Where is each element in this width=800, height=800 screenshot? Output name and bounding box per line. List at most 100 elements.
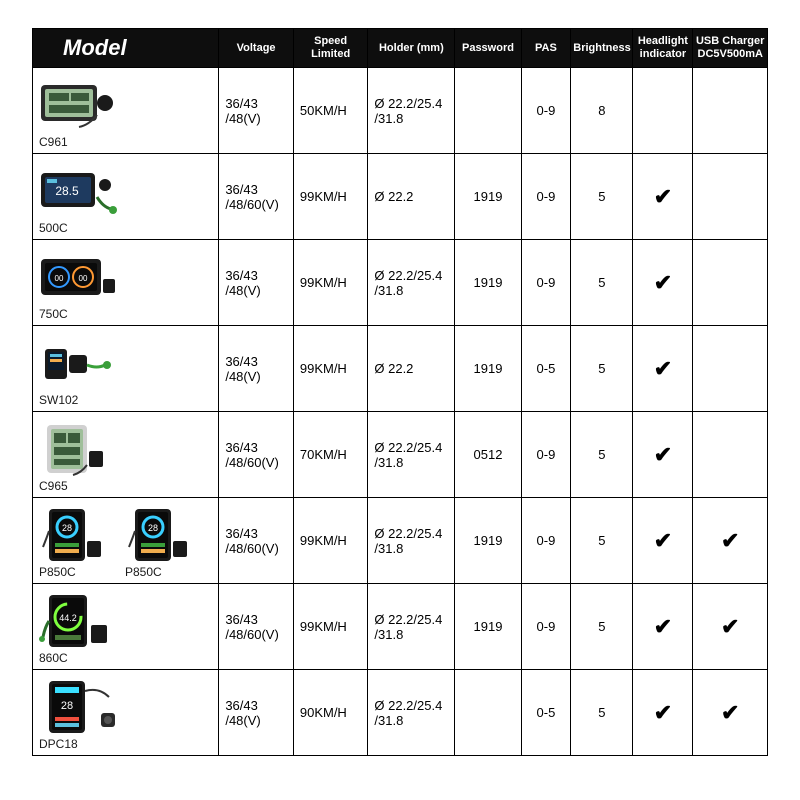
col-holder: Holder (mm)	[368, 29, 455, 68]
cell-voltage: 36/43/48/60(V)	[219, 498, 294, 584]
model-label: P850C	[125, 565, 162, 579]
cell-holder: Ø 22.2/25.4/31.8	[368, 584, 455, 670]
cell-voltage: 36/43/48/60(V)	[219, 584, 294, 670]
cell-usb: ✔	[693, 584, 768, 670]
cell-usb: ✔	[693, 670, 768, 756]
cell-voltage: 36/43/48(V)	[219, 240, 294, 326]
model-label: 500C	[39, 221, 68, 235]
check-icon: ✔	[654, 614, 672, 639]
cell-headlight: ✔	[633, 498, 693, 584]
cell-pas: 0-5	[521, 326, 571, 412]
cell-headlight: ✔	[633, 670, 693, 756]
cell-model: 28 DPC18	[33, 670, 219, 756]
cell-headlight: ✔	[633, 584, 693, 670]
model-label: DPC18	[39, 737, 78, 751]
table-row: 00 00 750C 36/43/48(V) 99KM/H Ø 22.2/25.…	[33, 240, 768, 326]
col-headlight: Headlight indicator	[633, 29, 693, 68]
header-row: Model Voltage Speed Limited Holder (mm) …	[33, 29, 768, 68]
model-thumb: 00 00 750C	[39, 249, 117, 321]
cell-brightness: 5	[571, 240, 633, 326]
cell-pas: 0-9	[521, 412, 571, 498]
col-voltage: Voltage	[219, 29, 294, 68]
cell-headlight	[633, 68, 693, 154]
cell-brightness: 5	[571, 584, 633, 670]
cell-brightness: 5	[571, 412, 633, 498]
cell-pas: 0-9	[521, 584, 571, 670]
cell-headlight: ✔	[633, 154, 693, 240]
model-thumb: C961	[39, 77, 117, 149]
check-icon: ✔	[654, 700, 672, 725]
col-model: Model	[33, 29, 219, 68]
svg-text:28: 28	[62, 523, 72, 533]
table-row: 28.5 500C 36/43/48/60(V) 99KM/H Ø 22.2 1…	[33, 154, 768, 240]
cell-speed: 99KM/H	[293, 154, 368, 240]
cell-password: 1919	[455, 498, 521, 584]
cell-model: 28 P850C 28 P850C	[33, 498, 219, 584]
cell-speed: 70KM/H	[293, 412, 368, 498]
cell-speed: 50KM/H	[293, 68, 368, 154]
model-label: 860C	[39, 651, 68, 665]
cell-speed: 99KM/H	[293, 498, 368, 584]
table-row: 28 DPC18 36/43/48(V) 90KM/H Ø 22.2/25.4/…	[33, 670, 768, 756]
check-icon: ✔	[654, 442, 672, 467]
cell-password	[455, 68, 521, 154]
model-label: P850C	[39, 565, 76, 579]
svg-text:28: 28	[148, 523, 158, 533]
model-thumb: 44.2 860C	[39, 593, 117, 665]
check-icon: ✔	[654, 528, 672, 553]
cell-pas: 0-9	[521, 498, 571, 584]
cell-password: 1919	[455, 326, 521, 412]
model-label: 750C	[39, 307, 68, 321]
cell-pas: 0-9	[521, 68, 571, 154]
svg-text:00: 00	[79, 274, 88, 283]
model-thumb: 28.5 500C	[39, 163, 117, 235]
cell-usb	[693, 412, 768, 498]
cell-model: SW102	[33, 326, 219, 412]
cell-usb	[693, 68, 768, 154]
cell-voltage: 36/43/48(V)	[219, 326, 294, 412]
check-icon: ✔	[721, 528, 739, 553]
cell-password: 1919	[455, 584, 521, 670]
model-label: C961	[39, 135, 68, 149]
table-row: C965 36/43/48/60(V) 70KM/H Ø 22.2/25.4/3…	[33, 412, 768, 498]
cell-password: 1919	[455, 154, 521, 240]
cell-usb	[693, 154, 768, 240]
model-label: SW102	[39, 393, 78, 407]
col-pas: PAS	[521, 29, 571, 68]
cell-holder: Ø 22.2/25.4/31.8	[368, 412, 455, 498]
cell-model: C961	[33, 68, 219, 154]
cell-pas: 0-5	[521, 670, 571, 756]
model-thumb: 28 DPC18	[39, 679, 117, 751]
cell-holder: Ø 22.2	[368, 326, 455, 412]
model-thumb: SW102	[39, 335, 117, 407]
cell-brightness: 5	[571, 498, 633, 584]
check-icon: ✔	[721, 614, 739, 639]
cell-headlight: ✔	[633, 412, 693, 498]
cell-model: 00 00 750C	[33, 240, 219, 326]
svg-text:44.2: 44.2	[59, 613, 77, 623]
cell-holder: Ø 22.2/25.4/31.8	[368, 240, 455, 326]
table-row: 44.2 860C 36/43/48/60(V) 99KM/H Ø 22.2/2…	[33, 584, 768, 670]
cell-voltage: 36/43/48(V)	[219, 68, 294, 154]
cell-brightness: 5	[571, 326, 633, 412]
cell-brightness: 5	[571, 670, 633, 756]
col-speed: Speed Limited	[293, 29, 368, 68]
cell-brightness: 5	[571, 154, 633, 240]
cell-headlight: ✔	[633, 326, 693, 412]
cell-holder: Ø 22.2/25.4/31.8	[368, 670, 455, 756]
check-icon: ✔	[654, 184, 672, 209]
cell-pas: 0-9	[521, 154, 571, 240]
cell-model: 44.2 860C	[33, 584, 219, 670]
cell-password: 1919	[455, 240, 521, 326]
cell-model: 28.5 500C	[33, 154, 219, 240]
cell-model: C965	[33, 412, 219, 498]
col-password: Password	[455, 29, 521, 68]
cell-password: 0512	[455, 412, 521, 498]
svg-text:28.5: 28.5	[55, 184, 79, 198]
cell-speed: 99KM/H	[293, 240, 368, 326]
cell-usb	[693, 326, 768, 412]
table-row: SW102 36/43/48(V) 99KM/H Ø 22.2 1919 0-5…	[33, 326, 768, 412]
cell-voltage: 36/43/48(V)	[219, 670, 294, 756]
cell-pas: 0-9	[521, 240, 571, 326]
cell-holder: Ø 22.2/25.4/31.8	[368, 68, 455, 154]
